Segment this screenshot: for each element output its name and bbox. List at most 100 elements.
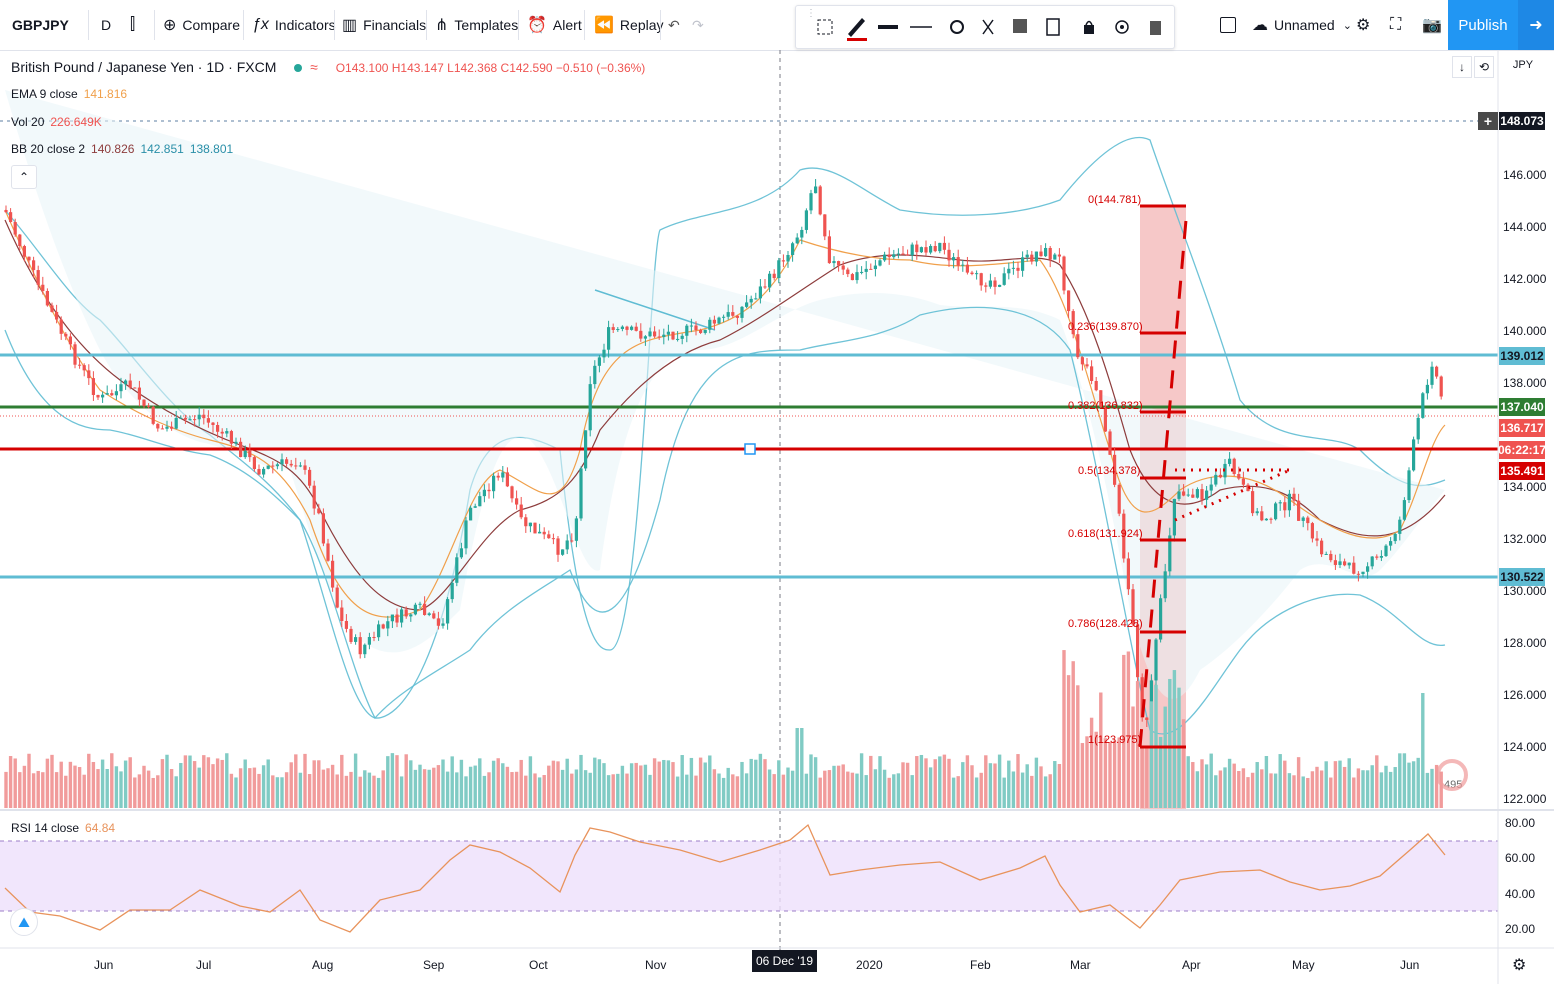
compare-button[interactable]: ⊕ Compare [163,0,240,50]
candle-body [524,517,528,527]
volume-bar [482,775,487,808]
candle-body [717,317,721,324]
candle-body [101,394,105,398]
volume-bar [662,759,666,808]
reset-scale-button[interactable]: ⟲ [1474,56,1494,78]
volume-bar [1439,771,1443,808]
candle-body [450,582,454,600]
volume-bar [593,757,597,808]
candle-body [142,399,146,406]
bb-upper [4,136,1446,719]
fib-levels [1138,204,1291,749]
candle-body [4,210,8,213]
volume-bar [873,769,878,808]
volume-bar [809,754,813,808]
tradingview-logo-icon[interactable]: ⛰ [10,908,38,936]
volume-bar [284,772,289,808]
candle-body [657,336,661,338]
volume-bar [330,764,335,808]
volume-bar [726,767,730,808]
publish-button[interactable]: Publish [1448,0,1518,50]
ema-legend[interactable]: EMA 9 close 141.816 [11,87,127,101]
layout-name-button[interactable]: ☁ Unnamed ⌄ [1252,0,1352,50]
line-anchor-handle[interactable] [744,443,756,455]
settings-button[interactable]: ⚙ [1356,0,1376,50]
candle-body [588,384,592,431]
snapshot-button[interactable]: 📷 [1422,0,1448,50]
candle-body [1251,491,1255,514]
volume-bar [947,758,951,808]
scroll-down-button[interactable]: ↓ [1452,56,1472,78]
candle-body [87,370,91,379]
ema-label: EMA 9 close [11,87,78,101]
candle-body [915,244,919,253]
candle-body [1113,454,1117,485]
candle-body [289,463,293,466]
volume-bar [1099,692,1103,808]
volume-bar [321,769,326,808]
volume-bar [1002,777,1006,808]
time-label: Sep [423,958,445,972]
candle-body [625,326,629,330]
undo-button[interactable]: ↶ [668,0,680,50]
crosshair-plus-icon[interactable]: + [1478,112,1498,130]
level-green-tag: 137.040 [1499,398,1545,416]
templates-label: Templates [454,17,519,33]
volume-bar [298,772,303,808]
candle-body [556,538,560,555]
volume-bar [1434,764,1439,808]
volume-bar [1094,731,1098,808]
candle-body [1402,500,1406,520]
volume-bar [1145,746,1149,808]
volume-bar [87,753,91,808]
candle-body [942,242,946,250]
volume-bar [1108,742,1112,808]
chart-canvas[interactable]: 0(144.781) 0.236(139.870) 0.382(136.832)… [0,50,1554,984]
volume-bar [915,756,919,808]
candle-body [735,315,739,318]
candle-body [1384,545,1388,557]
volume-bar [1163,706,1167,808]
redo-button[interactable]: ↷ [692,0,704,50]
fullscreen-select-checkbox[interactable] [1220,0,1236,50]
publish-menu-button[interactable]: ➜ [1518,0,1554,50]
divider [426,10,427,40]
candle-body [1232,458,1236,475]
chart-settings-gear-icon[interactable]: ⚙ [1512,957,1527,974]
templates-button[interactable]: ⋔ Templates [435,0,518,50]
fullscreen-button[interactable]: ⛶ [1390,0,1407,50]
candle-body [791,243,795,255]
symbol-search[interactable]: GBPJPY [12,0,69,50]
volume-bar [1071,661,1075,808]
indicators-button[interactable]: ƒx Indicators [252,0,336,50]
candle-body [170,426,174,429]
candle-body [988,280,992,287]
symbol-legend[interactable]: British Pound / Japanese Yen · 1D · FXCM… [11,59,645,75]
interval-button[interactable]: D [101,0,111,50]
candle-body [317,508,321,514]
alert-button[interactable]: ⏰ Alert [527,0,582,50]
wave-icon: ≈ [310,59,318,75]
svg-text:144.000: 144.000 [1503,220,1547,234]
collapse-legend-button[interactable]: ⌃ [11,165,37,189]
replay-button[interactable]: ⏪ Replay [594,0,664,50]
volume-bar [151,777,155,808]
currency-label[interactable]: JPY [1508,57,1538,73]
volume-bar [206,757,211,808]
rsi-legend[interactable]: RSI 14 close 64.84 [11,821,115,835]
candle-body [1333,560,1337,565]
volume-bar [1025,764,1029,808]
volume-bar [1039,766,1043,808]
candle-body [404,609,408,617]
vol-legend[interactable]: Vol 20 226.649K [11,115,102,129]
volume-bar [514,771,519,808]
chart-type-button[interactable]: ⫿ [130,0,141,50]
volume-bar [846,771,850,808]
candle-body [864,268,868,272]
candle-body [1200,489,1204,500]
volume-bar [307,774,312,808]
bb-legend[interactable]: BB 20 close 2 140.826 142.851 138.801 [11,142,233,156]
financials-button[interactable]: ▥ Financials [342,0,426,50]
volume-bar [570,773,574,808]
candle-body [1425,384,1429,394]
